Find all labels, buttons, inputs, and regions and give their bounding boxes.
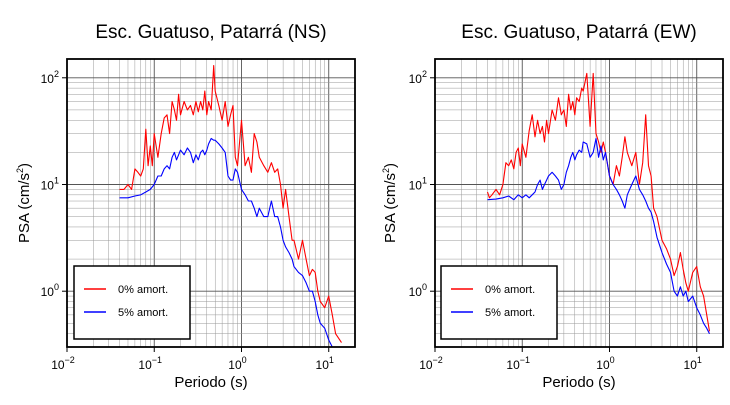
x-tick-label: 100	[228, 355, 246, 372]
y-tick-label: 102	[409, 69, 427, 86]
legend-box	[440, 265, 558, 340]
series-line-undamped	[486, 72, 711, 332]
y-axis-label-close: )	[16, 163, 33, 168]
plot-frame	[434, 58, 724, 348]
x-tick-label: 100	[596, 355, 614, 372]
x-axis-label: Periodo (s)	[542, 374, 615, 391]
x-tick-labels: 10−2 10−1 100 101	[419, 347, 702, 372]
y-tick-labels: 100 101 102	[41, 69, 67, 299]
series-line-undamped	[119, 65, 342, 343]
y-tick-label: 102	[41, 69, 59, 86]
x-axis-label: Periodo (s)	[174, 374, 247, 391]
chart-title: Esc. Guatuso, Patarrá (NS)	[95, 22, 326, 43]
y-tick-label: 100	[41, 282, 59, 299]
legend: 0% amort. 5% amort.	[440, 265, 558, 340]
x-tick-label: 101	[316, 355, 334, 372]
x-tick-labels: 10−2 10−1 100 101	[51, 347, 334, 372]
series-line-damped	[487, 137, 710, 334]
series-layer	[119, 65, 342, 348]
grid	[66, 59, 356, 348]
y-axis-label-close: )	[382, 163, 399, 168]
y-tick-label: 100	[409, 282, 427, 299]
y-axis-label-sup: 2	[381, 168, 391, 173]
y-tick-label: 101	[409, 175, 427, 192]
plot-frame	[66, 58, 356, 348]
y-axis-label-sup: 2	[15, 168, 25, 173]
x-tick-label: 10−1	[506, 355, 530, 372]
y-axis-label-base: PSA (cm/s	[382, 173, 399, 243]
legend-entry-1: 5% amort.	[118, 307, 168, 319]
y-tick-labels: 100 101 102	[409, 69, 435, 299]
x-tick-label: 10−1	[138, 355, 162, 372]
legend-entry-0: 0% amort.	[485, 284, 535, 296]
chart-ew: Esc. Guatuso, Patarrá (EW) 10−2 10−1 100 10…	[381, 22, 724, 391]
legend-entry-1: 5% amort.	[485, 307, 535, 319]
legend-entry-0: 0% amort.	[118, 284, 168, 296]
chart-title: Esc. Guatuso, Patarrá (EW)	[461, 22, 696, 43]
x-tick-label: 10−2	[419, 355, 443, 372]
series-layer	[486, 72, 711, 334]
series-line-damped	[119, 137, 339, 348]
chart-ns: Esc. Guatuso, Patarrá (NS) 10−2 10−1 100 10…	[15, 22, 356, 391]
y-axis-label: PSA (cm/s2)	[381, 163, 399, 243]
y-axis-label-base: PSA (cm/s	[16, 173, 33, 243]
y-axis-label: PSA (cm/s2)	[15, 163, 33, 243]
x-tick-label: 101	[684, 355, 702, 372]
legend-box	[73, 265, 191, 340]
x-tick-label: 10−2	[51, 355, 75, 372]
legend: 0% amort. 5% amort.	[73, 265, 191, 340]
y-tick-label: 101	[41, 175, 59, 192]
